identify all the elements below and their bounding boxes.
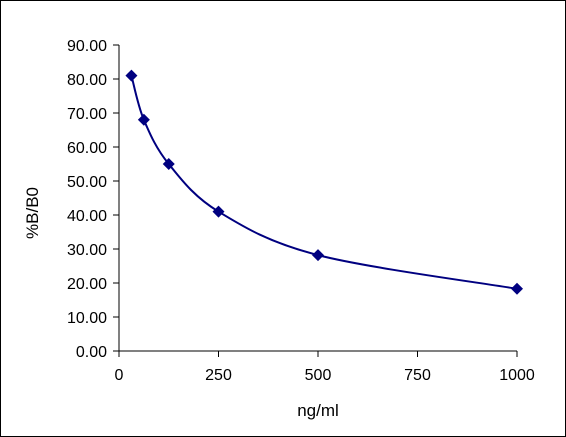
axes	[118, 45, 517, 352]
y-tick-label: 60.00	[67, 140, 107, 157]
y-tick-label: 0.00	[76, 344, 107, 361]
y-tick-label: 30.00	[67, 242, 107, 259]
data-point-marker	[125, 69, 138, 82]
x-tick-label: 1000	[499, 367, 535, 384]
y-tick-label: 40.00	[67, 208, 107, 225]
x-axis-title: ng/ml	[297, 401, 339, 420]
y-tick-label: 50.00	[67, 174, 107, 191]
data-points	[125, 69, 523, 295]
data-point-marker	[312, 249, 324, 262]
data-point-marker	[212, 205, 225, 218]
y-tick-label: 90.00	[67, 38, 107, 55]
data-point-marker	[511, 282, 523, 295]
data-point-marker	[162, 158, 175, 170]
x-axis-ticks: 0 250 500 750 1000	[115, 351, 535, 384]
series-curve	[130, 75, 518, 290]
x-tick-label: 750	[404, 367, 431, 384]
y-axis-title: %B/B0	[23, 187, 42, 239]
x-tick-label: 500	[305, 367, 332, 384]
y-axis-ticks: 0.00 10.00 20.00 30.00 40.00 50.00 60.00 70.00 8…	[67, 38, 119, 361]
y-tick-label: 70.00	[67, 106, 107, 123]
data-point-marker	[137, 113, 150, 126]
y-tick-label: 20.00	[67, 276, 107, 293]
y-tick-label: 10.00	[67, 310, 107, 327]
x-tick-label: 0	[115, 367, 124, 384]
x-tick-label: 250	[205, 367, 232, 384]
y-tick-label: 80.00	[67, 72, 107, 89]
